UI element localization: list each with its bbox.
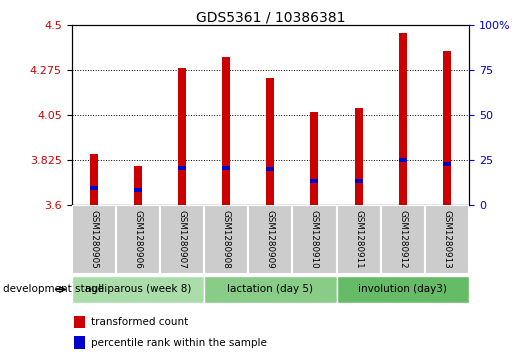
Bar: [425, 205, 469, 274]
Bar: [293, 205, 337, 274]
Text: GSM1280908: GSM1280908: [222, 210, 231, 269]
Bar: [248, 205, 293, 274]
Bar: [399, 158, 407, 162]
Bar: [222, 57, 230, 205]
Bar: [355, 108, 363, 205]
Bar: [266, 78, 275, 205]
Bar: [72, 276, 204, 303]
Bar: [311, 112, 319, 205]
Bar: [116, 205, 160, 274]
Bar: [74, 337, 85, 348]
Bar: [160, 205, 204, 274]
Bar: [178, 68, 186, 205]
Bar: [311, 179, 319, 183]
Text: involution (day3): involution (day3): [358, 285, 447, 294]
Text: transformed count: transformed count: [91, 317, 188, 327]
Bar: [381, 205, 425, 274]
Bar: [355, 179, 363, 183]
Text: GSM1280909: GSM1280909: [266, 210, 275, 269]
Text: GSM1280910: GSM1280910: [310, 210, 319, 269]
Bar: [178, 166, 186, 170]
Text: GSM1280912: GSM1280912: [399, 210, 407, 269]
Bar: [266, 167, 275, 171]
Bar: [337, 276, 469, 303]
Bar: [90, 154, 98, 205]
Bar: [443, 162, 451, 166]
Bar: [90, 185, 98, 189]
Bar: [399, 33, 407, 205]
Bar: [337, 205, 381, 274]
Text: GSM1280907: GSM1280907: [178, 210, 187, 269]
Text: percentile rank within the sample: percentile rank within the sample: [91, 338, 267, 347]
Text: lactation (day 5): lactation (day 5): [227, 285, 313, 294]
Bar: [443, 52, 451, 205]
Title: GDS5361 / 10386381: GDS5361 / 10386381: [196, 10, 345, 24]
Bar: [134, 188, 142, 192]
Text: nulliparous (week 8): nulliparous (week 8): [85, 285, 191, 294]
Text: GSM1280913: GSM1280913: [443, 210, 452, 269]
Text: GSM1280906: GSM1280906: [134, 210, 142, 269]
Bar: [72, 205, 116, 274]
Text: GSM1280911: GSM1280911: [354, 210, 363, 269]
Text: GSM1280905: GSM1280905: [89, 210, 98, 269]
Bar: [74, 315, 85, 328]
Text: development stage: development stage: [3, 285, 104, 294]
Bar: [204, 276, 337, 303]
Bar: [134, 166, 142, 205]
Bar: [204, 205, 248, 274]
Bar: [222, 166, 230, 170]
